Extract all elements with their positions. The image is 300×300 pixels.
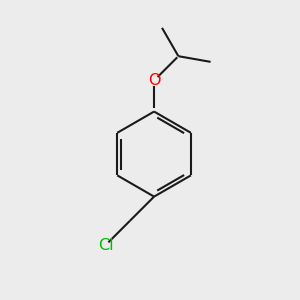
Text: Cl: Cl [98,238,113,253]
Text: O: O [148,73,160,88]
